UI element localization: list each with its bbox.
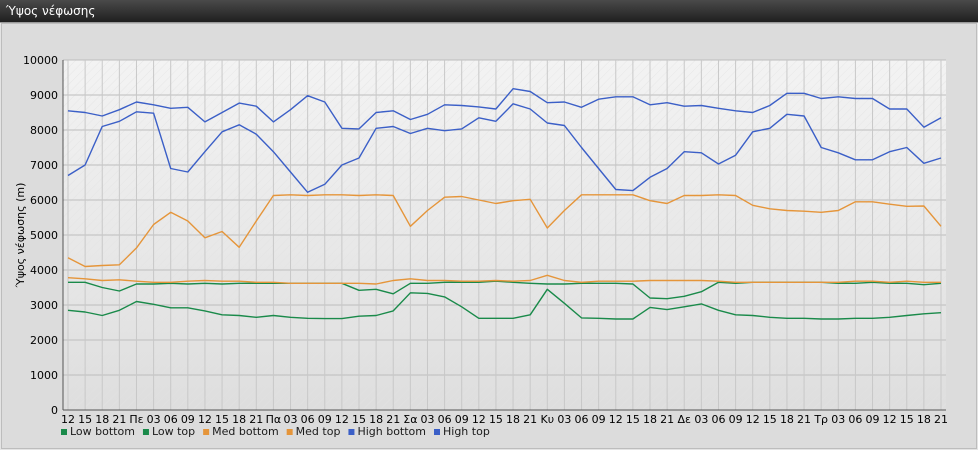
x-tick-label: 12 (472, 413, 486, 426)
x-tick-label: 03 (420, 413, 434, 426)
x-tick-label: 09 (866, 413, 880, 426)
x-tick-label: 12 (61, 413, 75, 426)
x-tick-label: 15 (78, 413, 92, 426)
x-tick-label: Τρ (813, 413, 828, 426)
x-tick-label: 15 (352, 413, 366, 426)
x-tick-label: 15 (900, 413, 914, 426)
legend-label: High top (443, 425, 490, 438)
y-tick-label: 4000 (30, 264, 58, 277)
legend-label: High bottom (357, 425, 426, 438)
x-tick-label: 12 (883, 413, 897, 426)
x-tick-label: 09 (181, 413, 195, 426)
x-tick-label: 03 (831, 413, 845, 426)
x-tick-label: Σα (403, 413, 417, 426)
legend-swatch (61, 429, 67, 435)
x-tick-label: 03 (557, 413, 571, 426)
legend-swatch (286, 429, 293, 435)
x-tick-label: 15 (489, 413, 503, 426)
y-axis-label: Ύψος νέφωσης (m) (14, 183, 27, 289)
x-tick-label: 06 (301, 413, 315, 426)
x-tick-label: 06 (848, 413, 862, 426)
y-tick-label: 9000 (30, 89, 58, 102)
y-tick-label: 10000 (23, 54, 58, 67)
title-bar: Ύψος νέφωσης (0, 0, 978, 23)
legend-swatch (203, 429, 210, 435)
y-tick-label: 7000 (30, 159, 58, 172)
x-tick-label: Πα (266, 413, 282, 426)
x-tick-label: 18 (643, 413, 657, 426)
x-tick-label: 15 (626, 413, 640, 426)
y-tick-label: 8000 (30, 124, 58, 137)
series-line-med-top (67, 194, 942, 268)
x-tick-label: 12 (609, 413, 623, 426)
x-tick-label: 18 (506, 413, 520, 426)
x-tick-label: 21 (523, 413, 537, 426)
y-tick-label: 5000 (30, 229, 58, 242)
legend-label: Med top (296, 425, 341, 438)
series-line-low-bottom (67, 288, 942, 320)
x-tick-label: 18 (917, 413, 931, 426)
legend-swatch (348, 429, 355, 435)
x-tick-label: 12 (335, 413, 349, 426)
x-tick-label: 21 (797, 413, 811, 426)
x-tick-label: 12 (198, 413, 212, 426)
series-line-high-bottom (67, 103, 942, 194)
y-tick-label: 0 (51, 404, 58, 417)
x-tick-label: 03 (147, 413, 161, 426)
x-tick-label: 03 (694, 413, 708, 426)
x-tick-label: 06 (438, 413, 452, 426)
x-tick-label: 21 (386, 413, 400, 426)
y-tick-label: 2000 (30, 334, 58, 347)
series-line-med-bottom (67, 274, 941, 285)
x-tick-label: Κυ (541, 413, 555, 426)
x-tick-label: Δε (677, 413, 691, 426)
x-tick-label: 21 (249, 413, 263, 426)
x-tick-label: 12 (746, 413, 760, 426)
x-tick-label: 09 (318, 413, 332, 426)
x-tick-label: 15 (215, 413, 229, 426)
x-tick-label: 15 (763, 413, 777, 426)
legend-swatch (434, 429, 440, 435)
y-tick-label: 3000 (30, 299, 58, 312)
x-tick-label: 06 (711, 413, 725, 426)
x-tick-label: 21 (660, 413, 674, 426)
legend-label: Med bottom (212, 425, 279, 438)
x-tick-label: 09 (592, 413, 606, 426)
x-tick-label: 18 (232, 413, 246, 426)
x-tick-label: 18 (369, 413, 383, 426)
legend-label: Low bottom (70, 425, 135, 438)
x-tick-label: 18 (95, 413, 109, 426)
x-tick-label: Πε (129, 413, 143, 426)
legend-swatch (142, 429, 149, 435)
window-title: Ύψος νέφωσης (6, 4, 96, 18)
legend-label: Low top (152, 425, 195, 438)
x-tick-label: 18 (780, 413, 794, 426)
x-tick-label: 09 (729, 413, 743, 426)
x-tick-label: 06 (575, 413, 589, 426)
y-tick-label: 6000 (30, 194, 58, 207)
x-tick-label: 09 (455, 413, 469, 426)
x-tick-label: 06 (164, 413, 178, 426)
y-tick-label: 1000 (30, 369, 58, 382)
series-line-high-top (67, 87, 942, 130)
x-tick-label: 03 (284, 413, 298, 426)
x-tick-label: 21 (112, 413, 126, 426)
x-tick-label: 21 (934, 413, 948, 426)
